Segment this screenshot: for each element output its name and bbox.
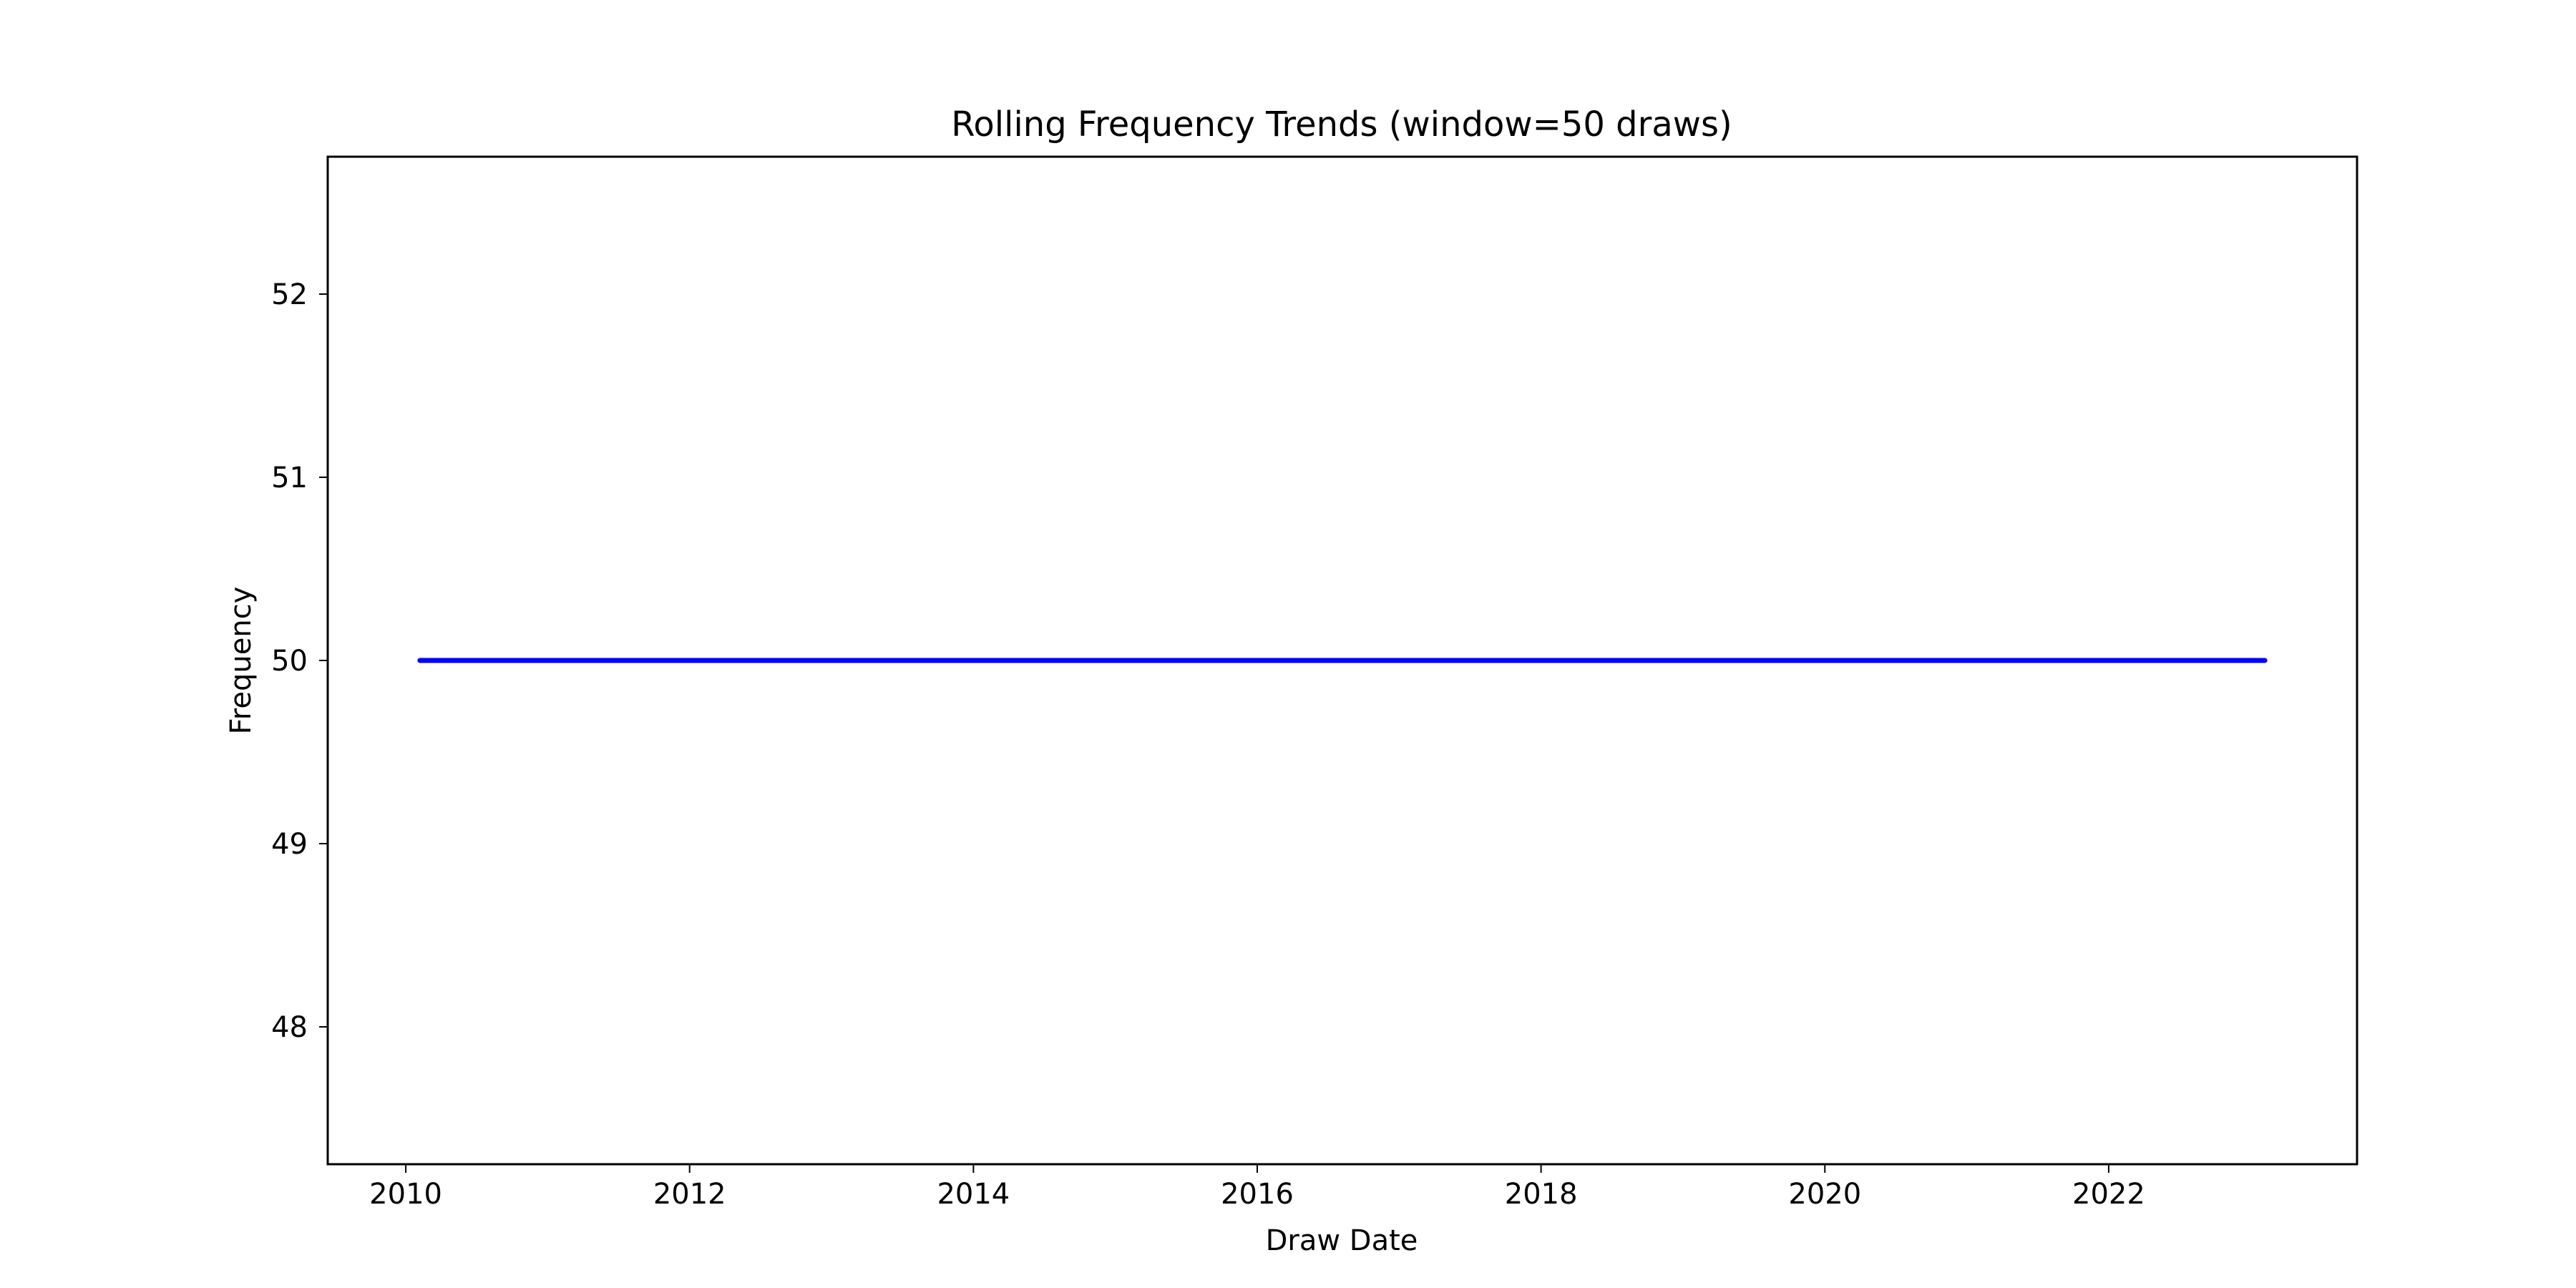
x-tick-label: 2010 (369, 1178, 442, 1211)
chart-title: Rolling Frequency Trends (window=50 draw… (951, 104, 1732, 145)
y-tick-label: 49 (271, 828, 308, 861)
axis-ticks: 2010 2012 2014 2016 2018 2020 2022 48 49 50 51 52 (271, 278, 2145, 1211)
x-axis-label: Draw Date (1266, 1224, 1418, 1257)
y-tick-label: 52 (271, 278, 308, 311)
x-tick-label: 2018 (1505, 1178, 1578, 1211)
y-tick-label: 50 (271, 645, 308, 678)
y-tick-label: 48 (271, 1011, 308, 1044)
x-tick-label: 2014 (937, 1178, 1010, 1211)
x-tick-label: 2016 (1221, 1178, 1294, 1211)
x-tick-label: 2022 (2072, 1178, 2145, 1211)
y-axis-label: Frequency (225, 587, 258, 735)
y-tick-label: 51 (271, 462, 308, 494)
x-tick-label: 2020 (1788, 1178, 1861, 1211)
x-tick-label: 2012 (653, 1178, 726, 1211)
